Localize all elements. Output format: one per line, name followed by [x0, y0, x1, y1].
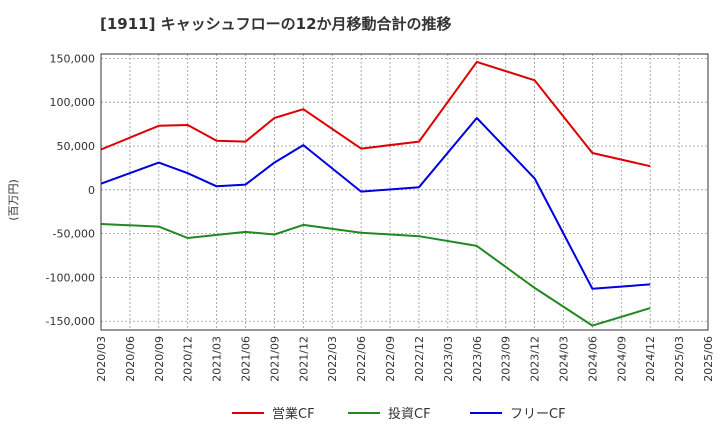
plot-area-frame [100, 53, 709, 331]
y-tick-label: -100,000 [46, 271, 95, 284]
series-line-3 [100, 117, 651, 290]
series-line-1 [100, 60, 651, 168]
legend-label-2: 投資CF [388, 406, 431, 422]
series-line-2 [100, 223, 651, 327]
series-lines [100, 60, 651, 327]
y-tick-label: 100,000 [50, 96, 96, 109]
y-tick-label: 50,000 [57, 140, 96, 153]
x-tick-label: 2024/06 [586, 336, 599, 382]
x-tick-label: 2021/12 [297, 336, 310, 382]
x-tick-label: 2020/09 [153, 336, 166, 382]
x-tick-label: 2020/12 [182, 336, 195, 382]
y-tick-label: -150,000 [46, 315, 95, 328]
x-tick-label: 2022/06 [355, 336, 368, 382]
x-ticks: 2020/03 2020/06 2020/09 2020/12 2021/03 2021/… [95, 336, 715, 382]
grid [100, 54, 709, 330]
y-tick-label: 0 [88, 184, 95, 197]
x-tick-label: 2022/12 [413, 336, 426, 382]
chart-title: [1911] キャッシュフローの12か月移動合計の推移 [100, 15, 452, 33]
y-tick-label: -50,000 [53, 228, 95, 241]
x-tick-label: 2023/09 [500, 336, 513, 382]
x-tick-label: 2021/03 [211, 336, 224, 382]
x-tick-label: 2023/12 [529, 336, 542, 382]
legend-label-3: フリーCF [510, 407, 566, 422]
x-tick-label: 2024/03 [557, 336, 570, 382]
y-ticks: 150,000 100,000 50,000 0 -50,000 -100,000 -150… [46, 52, 95, 328]
x-tick-label: 2021/09 [268, 336, 281, 382]
x-tick-label: 2024/09 [615, 336, 628, 382]
x-tick-label: 2023/03 [442, 336, 455, 382]
x-tick-label: 2023/06 [471, 336, 484, 382]
x-tick-label: 2022/03 [326, 336, 339, 382]
x-tick-label: 2021/06 [240, 336, 253, 382]
x-tick-label: 2024/12 [644, 336, 657, 382]
x-tick-label: 2022/09 [384, 336, 397, 382]
y-tick-label: 150,000 [50, 52, 96, 65]
x-tick-label: 2020/03 [95, 336, 108, 382]
x-tick-label: 2025/06 [702, 336, 715, 382]
legend-label-1: 営業CF [272, 406, 315, 422]
legend: 営業CF 投資CF フリーCF [232, 406, 566, 422]
x-tick-label: 2020/06 [124, 336, 137, 382]
x-tick-label: 2025/03 [673, 336, 686, 382]
y-axis-label: (百万円) [7, 179, 20, 221]
